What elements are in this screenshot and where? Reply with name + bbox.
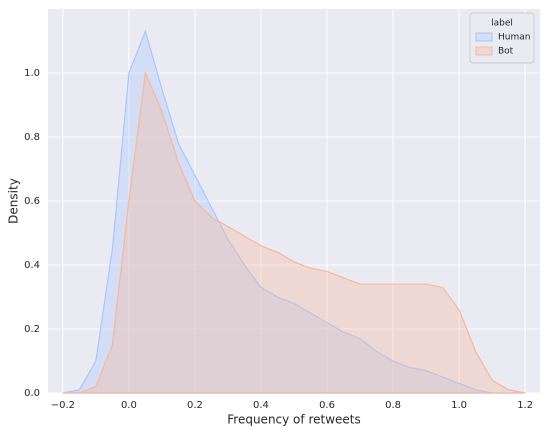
y-tick-label: 0.4 <box>24 260 40 271</box>
x-tick-label: 1.0 <box>451 400 467 411</box>
x-tick-label: 0.0 <box>121 400 137 411</box>
y-tick-label: 0.8 <box>24 132 40 143</box>
x-tick-label: 0.2 <box>187 400 203 411</box>
x-axis-label: Frequency of retweets <box>227 413 360 427</box>
density-area <box>62 70 526 394</box>
x-tick-label: 1.2 <box>517 400 533 411</box>
legend-label: Bot <box>498 47 514 57</box>
x-tick-label: 0.6 <box>319 400 335 411</box>
density-area <box>62 29 526 394</box>
y-axis-label: Density <box>7 178 21 224</box>
legend-box <box>469 12 535 64</box>
y-tick-label: 1.0 <box>24 68 40 79</box>
legend-swatch <box>475 32 493 42</box>
y-tick-label: 0.2 <box>24 324 40 335</box>
y-tick-label: 0.0 <box>24 388 40 399</box>
x-tick-label: −0.2 <box>51 400 75 411</box>
legend-label: Human <box>498 33 530 43</box>
legend-swatch <box>475 46 493 56</box>
y-tick-label: 0.6 <box>24 196 40 207</box>
x-tick-label: 0.4 <box>253 400 269 411</box>
x-tick-label: 0.8 <box>385 400 401 411</box>
legend-title: label <box>491 19 513 29</box>
